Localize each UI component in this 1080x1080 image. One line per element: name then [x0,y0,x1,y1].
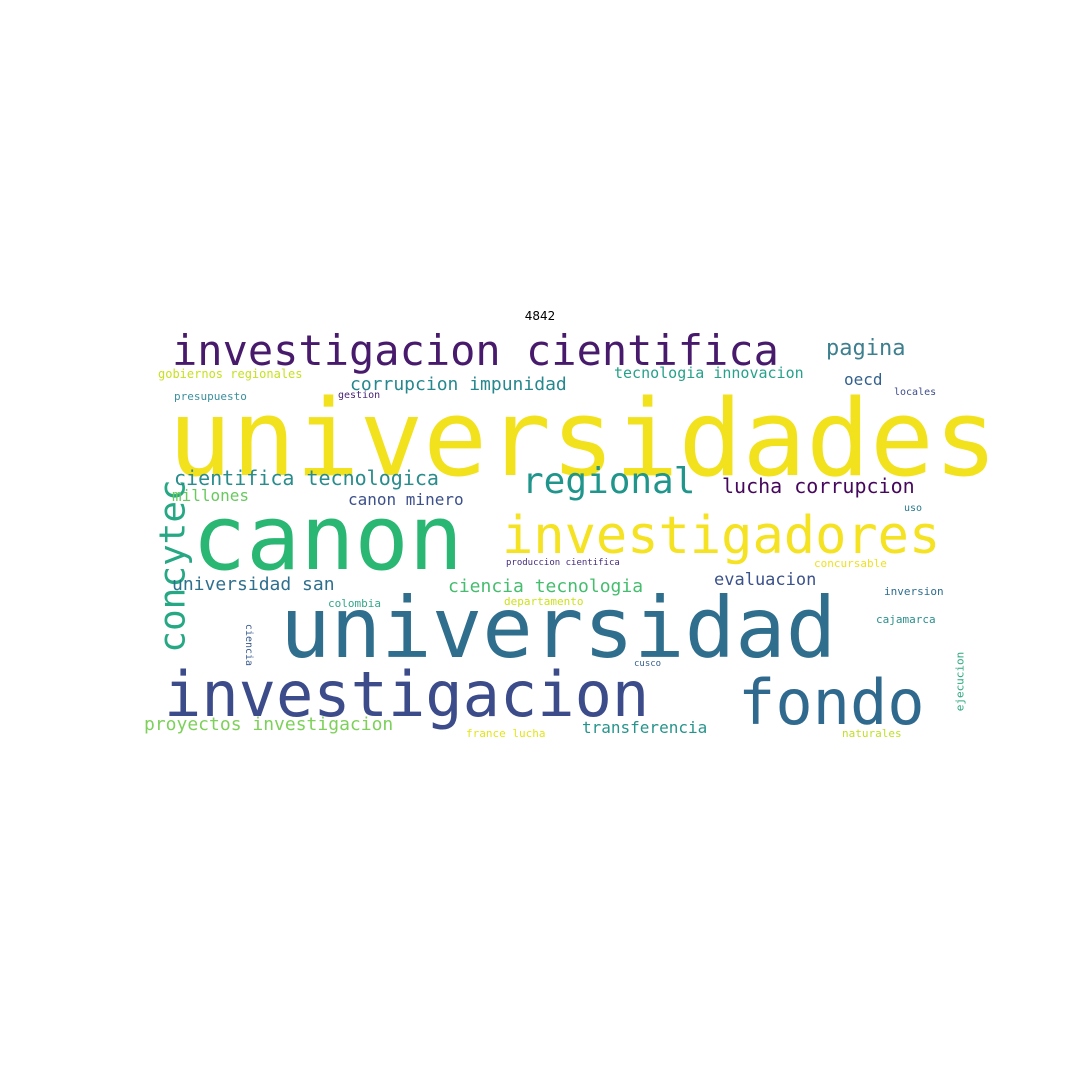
word-transferencia: transferencia [582,718,708,737]
word-pagina: pagina [826,336,906,361]
word-oecd: oecd [844,370,883,389]
word-investigadores: investigadores [502,506,941,566]
word-concursable: concursable [814,557,887,570]
word-france-lucha: france lucha [466,727,546,740]
word-canon-minero: canon minero [348,490,464,509]
word-departamento: departamento [504,595,584,608]
word-ciencia: ciencia [243,623,255,667]
word-colombia: colombia [328,597,381,610]
word-investigacion: investigacion [164,658,650,731]
word-concytec: concytec [152,479,194,653]
word-cloud: universidades canon universidad investig… [140,326,998,740]
word-gestion: gestion [338,390,381,401]
word-universidad-san: universidad san [172,574,335,595]
word-naturales: naturales [842,727,902,740]
word-cajamarca: cajamarca [876,613,936,626]
word-proyectos-investigacion: proyectos investigacion [144,714,394,735]
word-universidades: universidades [168,377,998,500]
word-cientifica-tecnologica: cientifica tecnologica [174,466,439,490]
word-gobiernos-regionales: gobiernos regionales [158,367,303,381]
word-millones: millones [172,486,250,505]
word-lucha-corrupcion: lucha corrupcion [722,474,915,498]
word-inversion: inversion [884,585,944,598]
word-investigacion-cientifica: investigacion cientifica [172,326,779,375]
word-tecnologia-innovacion: tecnologia innovacion [614,364,804,382]
word-fondo: fondo [738,666,925,739]
word-canon: canon [192,486,463,591]
word-ejecucion: ejecucion [953,651,967,712]
word-ciencia-tecnologia: ciencia tecnologia [448,576,644,597]
word-regional: regional [522,461,696,502]
word-universidad: universidad [280,579,837,677]
word-locales: locales [894,387,937,398]
word-corrupcion-impunidad: corrupcion impunidad [350,374,567,395]
word-cusco: cusco [634,659,662,669]
word-produccion-cientifica: produccion cientifica [506,558,620,568]
figure-title: 4842 [524,309,556,323]
word-presupuesto: presupuesto [174,390,247,403]
word-evaluacion: evaluacion [714,570,817,590]
word-uso: uso [904,503,923,514]
